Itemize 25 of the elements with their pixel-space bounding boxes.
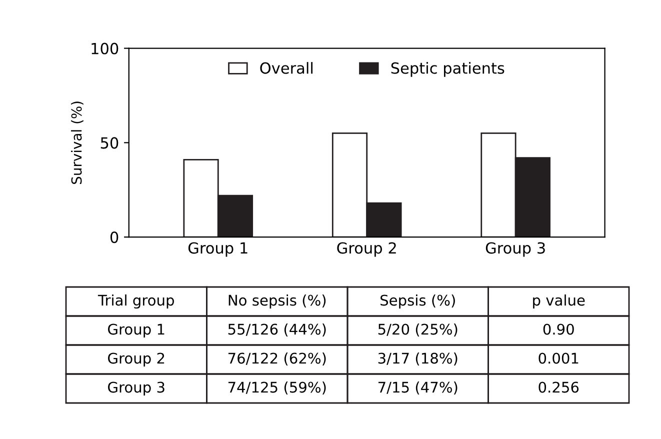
text: Group 3 — [108, 382, 164, 396]
text: p value — [533, 294, 585, 309]
text: 3/17 (18%) — [378, 352, 458, 366]
text: 55/126 (44%) — [228, 323, 326, 336]
y-tick-label: 50 — [100, 137, 118, 149]
text: No sepsis (%) — [228, 294, 326, 309]
text: 74/125 (59%) — [228, 381, 326, 394]
y-axis-title: Survival (%) — [71, 102, 84, 184]
text: Group 2 — [108, 352, 164, 367]
text: Sepsis (%) — [380, 294, 455, 309]
text: 76/122 (62%) — [228, 352, 326, 366]
legend-label: Overall — [260, 62, 312, 74]
text: 0.90 — [543, 324, 574, 335]
legend-label: Septic patients — [391, 62, 504, 77]
text: 0.256 — [538, 382, 579, 393]
y-tick-label: 100 — [92, 42, 118, 54]
text: Trial group — [98, 294, 174, 309]
x-tick-label: Group 1 — [188, 242, 248, 257]
text: 7/15 (47%) — [378, 381, 458, 394]
y-tick-label: 0 — [110, 232, 118, 244]
text: 5/20 (25%) — [378, 323, 458, 336]
text: Group 1 — [108, 324, 164, 338]
text: 0.001 — [538, 352, 578, 364]
x-tick-label: Group 2 — [337, 242, 396, 257]
x-tick-label: Group 3 — [486, 242, 545, 257]
